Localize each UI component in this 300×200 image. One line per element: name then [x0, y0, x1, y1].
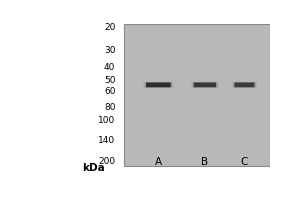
- Text: C: C: [241, 157, 248, 167]
- Text: 50: 50: [104, 76, 116, 85]
- FancyBboxPatch shape: [145, 82, 172, 88]
- Bar: [124, 24, 270, 166]
- Text: 200: 200: [98, 157, 116, 166]
- Text: B: B: [201, 157, 208, 167]
- Text: 20: 20: [104, 23, 116, 32]
- FancyBboxPatch shape: [193, 82, 217, 88]
- Text: kDa: kDa: [82, 163, 105, 173]
- FancyBboxPatch shape: [233, 82, 256, 88]
- Text: 100: 100: [98, 116, 116, 125]
- FancyBboxPatch shape: [234, 82, 254, 87]
- Text: 30: 30: [104, 46, 116, 55]
- FancyBboxPatch shape: [232, 82, 257, 88]
- Text: 140: 140: [98, 136, 116, 145]
- Text: 40: 40: [104, 63, 116, 72]
- FancyBboxPatch shape: [191, 82, 219, 88]
- Text: 80: 80: [104, 103, 116, 112]
- FancyBboxPatch shape: [146, 82, 171, 87]
- FancyBboxPatch shape: [194, 82, 216, 87]
- Text: A: A: [155, 157, 162, 167]
- FancyBboxPatch shape: [143, 82, 173, 88]
- Text: 60: 60: [104, 87, 116, 96]
